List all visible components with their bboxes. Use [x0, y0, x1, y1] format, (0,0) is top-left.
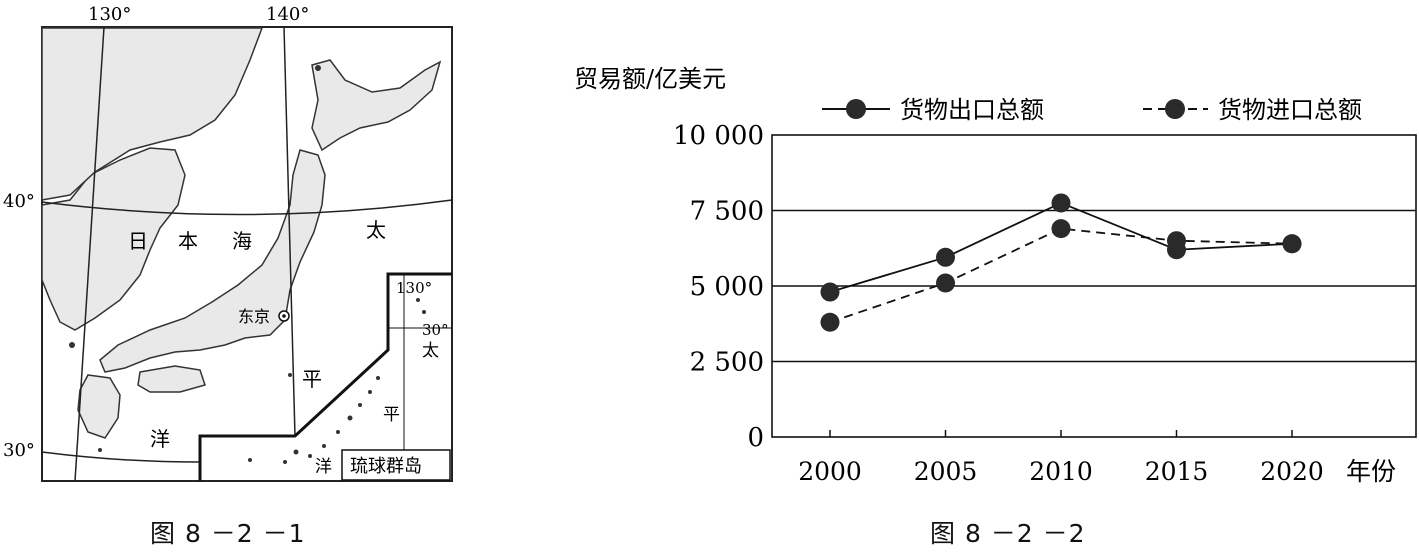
trade-line-chart: 贸易额/亿美元 货物出口总额 货物进口总额 0 2 500 5 000 7 500 10… — [574, 65, 1417, 486]
longitude-130-line — [74, 26, 105, 482]
inset-lat-label: 30° — [422, 321, 449, 339]
tokyo-marker-dot — [282, 314, 286, 318]
x-tick-label: 2000 — [798, 457, 862, 486]
y-tick-label: 0 — [747, 423, 764, 453]
data-point-export — [820, 282, 840, 302]
data-point-import — [820, 312, 840, 332]
latitude-40-line — [41, 199, 453, 216]
japan-map-figure: 130° 140° 40° 30° 日 本 海 太 平 洋 东京 130° 30… — [0, 0, 470, 549]
pacific-char-3: 洋 — [150, 427, 170, 451]
legend-import-marker — [1165, 99, 1185, 119]
data-point-import — [1282, 234, 1302, 254]
pacific-char-1: 太 — [366, 218, 386, 242]
x-tick-label: 2010 — [1029, 457, 1093, 486]
series-line-import — [829, 227, 1293, 324]
x-axis-label: 年份 — [1346, 457, 1396, 486]
island-dot — [293, 449, 299, 455]
ryukyu-islands — [248, 298, 426, 464]
y-tick-labels: 0 2 500 5 000 7 500 10 000 — [673, 121, 764, 453]
chart-caption: 图 8 －2 －2 — [930, 519, 1086, 548]
japan-sea-char-2: 本 — [178, 229, 198, 253]
japan-sea-char-1: 日 — [128, 229, 148, 253]
japan-map: 130° 140° 40° 30° 日 本 海 太 平 洋 东京 130° 30… — [3, 4, 453, 482]
data-point-import — [936, 273, 955, 293]
inset-pacific-char-2: 平 — [383, 405, 400, 425]
legend-export-label: 货物出口总额 — [900, 96, 1044, 124]
tokyo-label: 东京 — [238, 307, 270, 326]
lat-label-40: 40° — [3, 191, 35, 212]
y-axis-label: 贸易额/亿美元 — [574, 65, 726, 93]
inset-pacific-char-1: 太 — [422, 341, 439, 361]
shikoku — [137, 365, 206, 393]
legend-import-label: 货物进口总额 — [1218, 96, 1362, 124]
y-tick-label: 7 500 — [690, 197, 764, 227]
x-tick-label: 2005 — [914, 457, 978, 486]
inset-pacific-char-3: 洋 — [315, 457, 332, 477]
inset-title: 琉球群岛 — [350, 456, 422, 477]
legend: 货物出口总额 货物进口总额 — [822, 96, 1362, 124]
series-line-export — [829, 201, 1293, 293]
inset-title-box — [341, 449, 451, 481]
island-dot — [315, 65, 321, 71]
data-point-import — [1167, 231, 1186, 251]
lat-label-30: 30° — [3, 440, 35, 461]
series-points — [820, 193, 1302, 332]
lon-label-130: 130° — [88, 4, 131, 25]
data-point-import — [1051, 219, 1071, 239]
y-tick-label: 2 500 — [690, 348, 764, 378]
korea-peninsula — [41, 147, 186, 331]
lon-label-140: 140° — [266, 4, 309, 25]
data-point-export — [1051, 193, 1071, 213]
gridlines — [772, 209, 1416, 363]
asia-mainland — [41, 27, 264, 201]
kyushu — [77, 374, 121, 439]
x-tick-label: 2015 — [1145, 457, 1209, 486]
inset-boundary — [198, 272, 452, 481]
longitude-140-line — [283, 26, 296, 437]
island-dot — [69, 342, 75, 348]
map-caption: 图 8 －2 －1 — [150, 519, 306, 548]
hokkaido — [311, 59, 442, 152]
island-dot — [288, 373, 292, 377]
pacific-char-2: 平 — [302, 367, 322, 391]
x-tick-labels: 2000 2005 2010 2015 2020 — [798, 430, 1324, 486]
data-point-export — [936, 247, 955, 267]
inset-lon-label: 130° — [396, 279, 432, 297]
latitude-30-line — [41, 451, 201, 463]
y-tick-label: 5 000 — [690, 272, 764, 302]
x-tick-label: 2020 — [1260, 457, 1324, 486]
legend-export-marker — [846, 99, 866, 119]
trade-chart-figure: 贸易额/亿美元 货物出口总额 货物进口总额 0 2 500 5 000 7 500 10… — [560, 0, 1419, 549]
island-dot — [98, 448, 102, 452]
honshu — [99, 149, 326, 373]
japan-sea-char-3: 海 — [232, 229, 252, 253]
y-tick-label: 10 000 — [673, 121, 764, 151]
